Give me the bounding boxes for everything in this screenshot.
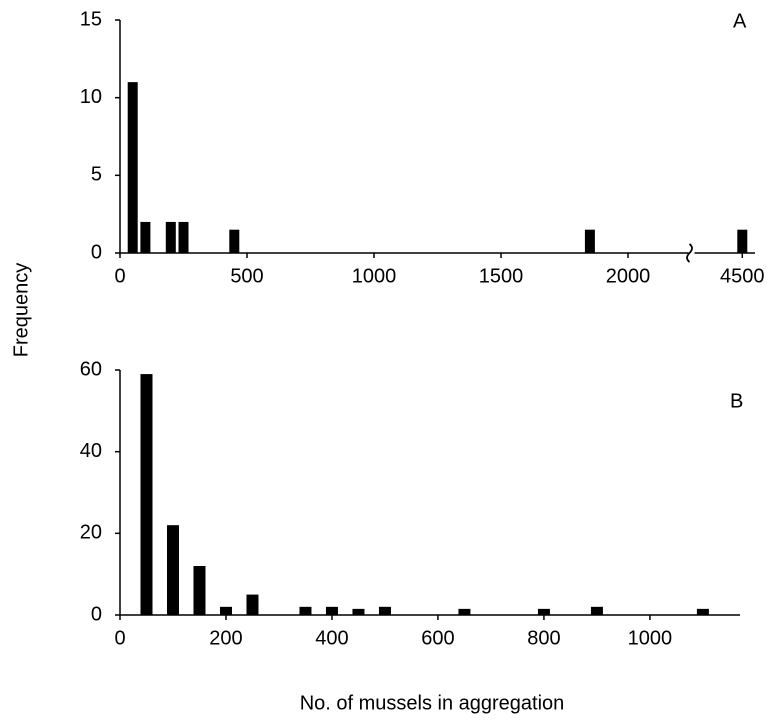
bar (590, 606, 603, 615)
bar (193, 566, 206, 615)
bar (537, 608, 550, 615)
x-tick-label: 200 (209, 627, 242, 649)
x-tick-label: 800 (527, 627, 560, 649)
bar (325, 606, 338, 615)
bar (229, 229, 240, 253)
y-tick-label: 10 (80, 86, 102, 108)
x-tick-label: 500 (230, 265, 263, 287)
bar (696, 608, 709, 615)
x-tick-label: 1000 (628, 627, 673, 649)
axis-break-gap (688, 250, 695, 256)
x-tick-label: 2000 (606, 265, 651, 287)
x-tick-label: 1000 (352, 265, 397, 287)
bar (352, 608, 365, 615)
panel-label: A (733, 10, 747, 32)
axis-break (686, 243, 693, 263)
bar (127, 82, 138, 253)
bar (219, 606, 232, 615)
x-tick-label: 600 (421, 627, 454, 649)
y-tick-label: 60 (80, 358, 102, 380)
bar (178, 221, 189, 253)
x-tick-label: 400 (315, 627, 348, 649)
panel-label: B (730, 390, 743, 412)
bar (246, 594, 259, 615)
x-tick-label: 1500 (479, 265, 524, 287)
bar (458, 608, 471, 615)
bar (378, 606, 391, 615)
y-tick-label: 0 (91, 603, 102, 625)
bar (165, 221, 176, 253)
bar (166, 525, 179, 615)
bar (584, 229, 595, 253)
y-tick-label: 40 (80, 440, 102, 462)
bar (140, 221, 151, 253)
x-tick-label: 0 (114, 265, 125, 287)
bar (737, 229, 748, 253)
x-tick-label: 4500 (720, 265, 765, 287)
y-axis-label: Frequency (10, 263, 32, 358)
y-tick-label: 5 (91, 164, 102, 186)
y-tick-label: 15 (80, 8, 102, 30)
x-tick-label: 0 (114, 627, 125, 649)
y-tick-label: 20 (80, 522, 102, 544)
x-axis-label: No. of mussels in aggregation (300, 692, 565, 714)
y-tick-label: 0 (91, 241, 102, 263)
bar (299, 606, 312, 615)
bar (140, 374, 153, 615)
